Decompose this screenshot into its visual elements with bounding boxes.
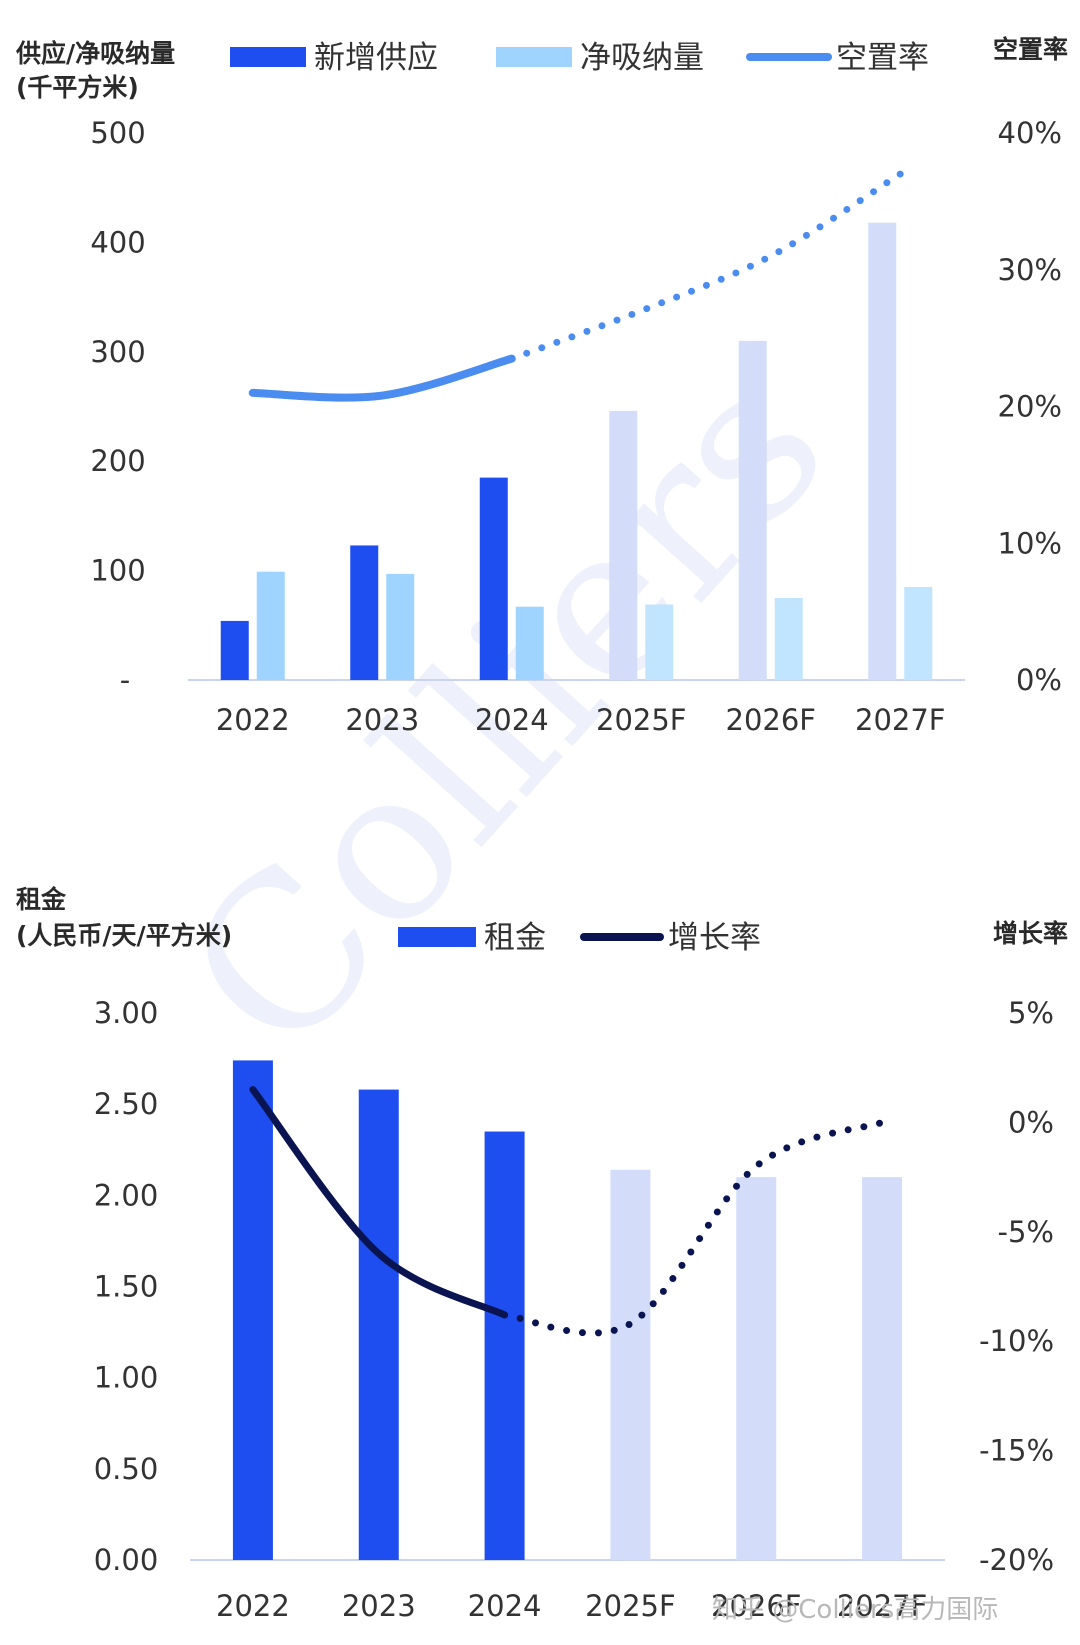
y-tick-label: 500 [90, 116, 145, 150]
growth-line-actual [249, 1086, 509, 1319]
x-tick-label: 2027F [837, 1589, 927, 1623]
y2-tick-label: 5% [1008, 996, 1054, 1030]
bar-new-supply [738, 340, 767, 680]
y-tick-label: 0.00 [94, 1543, 159, 1577]
y2-tick-label: 40% [998, 116, 1062, 150]
y-tick-label: 0.50 [94, 1452, 159, 1486]
bar-new-supply [868, 222, 897, 680]
legend-label-absorption: 净吸纳量 [580, 40, 704, 76]
y-tick-label: 1.00 [94, 1361, 159, 1395]
y2-tick-label: 30% [998, 253, 1062, 287]
legend-swatch-rent [398, 927, 476, 947]
x-tick-label: 2024 [475, 703, 549, 737]
right-axis-title: 空置率 [993, 35, 1068, 64]
vacancy-line-actual [248, 354, 516, 402]
legend-label-vacancy: 空置率 [836, 40, 929, 76]
x-tick-label: 2027F [855, 703, 945, 737]
y-tick-label: 300 [90, 335, 145, 369]
y-tick-label: 2.00 [94, 1178, 159, 1212]
bar-net-absorption [904, 587, 933, 680]
bar-net-absorption [515, 606, 544, 680]
y-tick-label: 2.50 [94, 1087, 159, 1121]
bar-rent [862, 1177, 903, 1560]
x-tick-label: 2022 [216, 703, 290, 737]
supply-absorption-vacancy-chart: 供应/净吸纳量 (千平方米) 空置率 新增供应 净吸纳量 空置率 - 100 200 300 400… [15, 35, 1068, 737]
x-tick-label: 2025F [596, 703, 686, 737]
x-tick-label: 2026F [711, 1589, 801, 1623]
bar-new-supply [479, 477, 508, 680]
bar-rent [484, 1131, 525, 1560]
growth-line-forecast [501, 1118, 886, 1337]
y2-tick-label: 0% [1008, 1105, 1054, 1139]
legend-label-growth: 增长率 [668, 920, 761, 956]
y-tick-label: 3.00 [94, 996, 159, 1030]
y2-tick-label: -20% [979, 1543, 1054, 1577]
left-axis-unit: (千平方米) [16, 73, 139, 102]
x-tick-label: 2022 [216, 1589, 290, 1623]
bar-net-absorption [645, 604, 674, 680]
y2-tick-label: 20% [998, 390, 1062, 424]
y2-tick-label: -15% [979, 1434, 1054, 1468]
y2-tick-label: -10% [979, 1324, 1054, 1358]
right-axis-title: 增长率 [993, 919, 1068, 948]
bar-net-absorption [774, 597, 803, 680]
y2-tick-label: -5% [998, 1215, 1054, 1249]
y-tick-label: 400 [90, 225, 145, 259]
bar-rent [736, 1177, 777, 1560]
bar-new-supply [220, 620, 249, 680]
bar-new-supply [609, 410, 638, 680]
left-axis-title: 租金 [16, 885, 67, 914]
bar-rent [232, 1060, 273, 1560]
y-tick-label: 100 [90, 554, 145, 588]
x-tick-label: 2024 [468, 1589, 542, 1623]
legend-label-supply: 新增供应 [314, 40, 438, 76]
bar-rent [610, 1169, 651, 1560]
legend-swatch-supply [230, 47, 306, 67]
y2-tick-label: 10% [998, 526, 1062, 560]
x-tick-label: 2023 [342, 1589, 416, 1623]
bar-net-absorption [386, 573, 415, 680]
footer-watermark: 知乎 @Colliers高力国际 [712, 1595, 998, 1625]
left-axis-unit: (人民币/天/平方米) [16, 921, 232, 950]
left-axis-title: 供应/净吸纳量 [15, 39, 175, 68]
x-tick-label: 2023 [345, 703, 419, 737]
y-tick-label: 200 [90, 444, 145, 478]
bar-new-supply [350, 545, 379, 680]
y-tick-label: 1.50 [94, 1270, 159, 1304]
bar-rent [358, 1089, 399, 1560]
legend-label-rent: 租金 [484, 920, 546, 956]
y2-tick-label: 0% [1016, 663, 1062, 697]
x-tick-label: 2026F [726, 703, 816, 737]
vacancy-line-forecast [508, 170, 904, 363]
y-tick-label: - [120, 663, 130, 697]
x-tick-label: 2025F [585, 1589, 675, 1623]
bar-net-absorption [256, 571, 285, 680]
legend-swatch-absorption [496, 47, 572, 67]
